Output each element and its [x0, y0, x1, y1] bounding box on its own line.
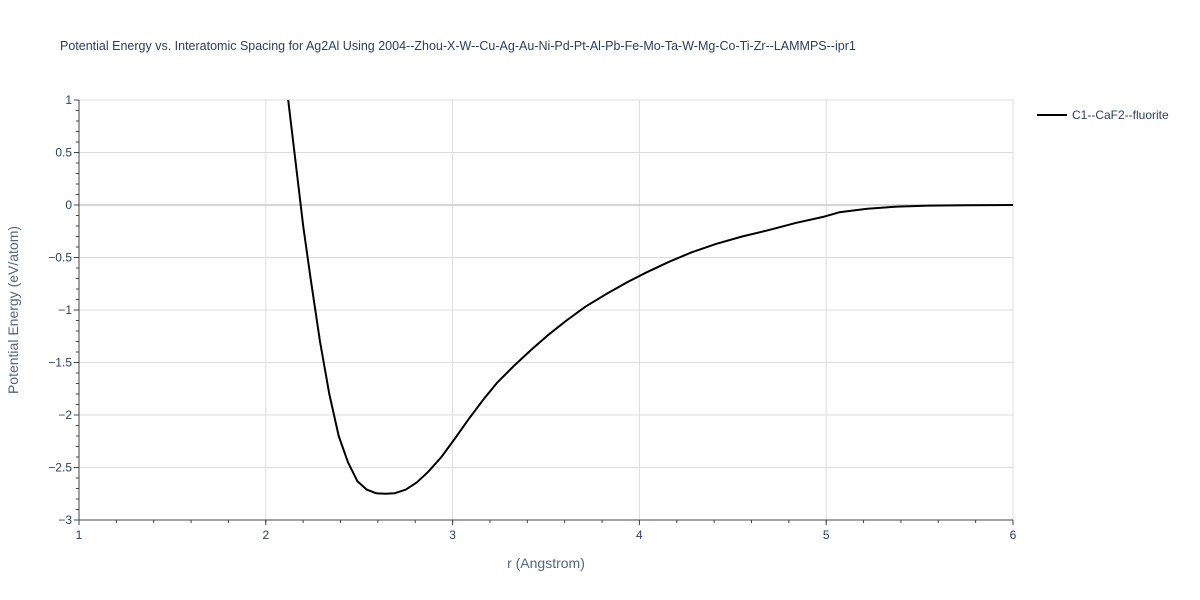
- series-layer: [287, 99, 1014, 495]
- x-tick-label: 4: [636, 528, 643, 542]
- axes: 1 2 3 4 5 6 1 0.5 0 −0.5 −1 −1.5 −2 −2.5 −3: [48, 93, 1016, 542]
- y-tick-label: 0.5: [55, 146, 72, 160]
- series-line[interactable]: [287, 99, 1014, 495]
- y-tick-label: 1: [65, 93, 72, 107]
- y-tick-label: −3: [58, 513, 72, 527]
- x-tick-label: 6: [1010, 528, 1017, 542]
- legend[interactable]: C1--CaF2--fluorite: [1037, 108, 1169, 122]
- x-axis-title: r (Angstrom): [507, 555, 585, 571]
- y-tick-label: −2.5: [48, 461, 72, 475]
- y-tick-label: 0: [65, 198, 72, 212]
- x-tick-label: 2: [262, 528, 269, 542]
- y-tick-label: −1: [58, 303, 72, 317]
- x-tick-label: 5: [823, 528, 830, 542]
- y-tick-label: −1.5: [48, 356, 72, 370]
- x-tick-label: 3: [449, 528, 456, 542]
- y-tick-label: −0.5: [48, 251, 72, 265]
- grid: [79, 99, 1014, 520]
- x-tick-label: 1: [76, 528, 83, 542]
- legend-label: C1--CaF2--fluorite: [1072, 108, 1169, 122]
- chart-title: Potential Energy vs. Interatomic Spacing…: [60, 39, 856, 53]
- y-tick-label: −2: [58, 408, 72, 422]
- y-axis-title: Potential Energy (eV/atom): [5, 226, 21, 394]
